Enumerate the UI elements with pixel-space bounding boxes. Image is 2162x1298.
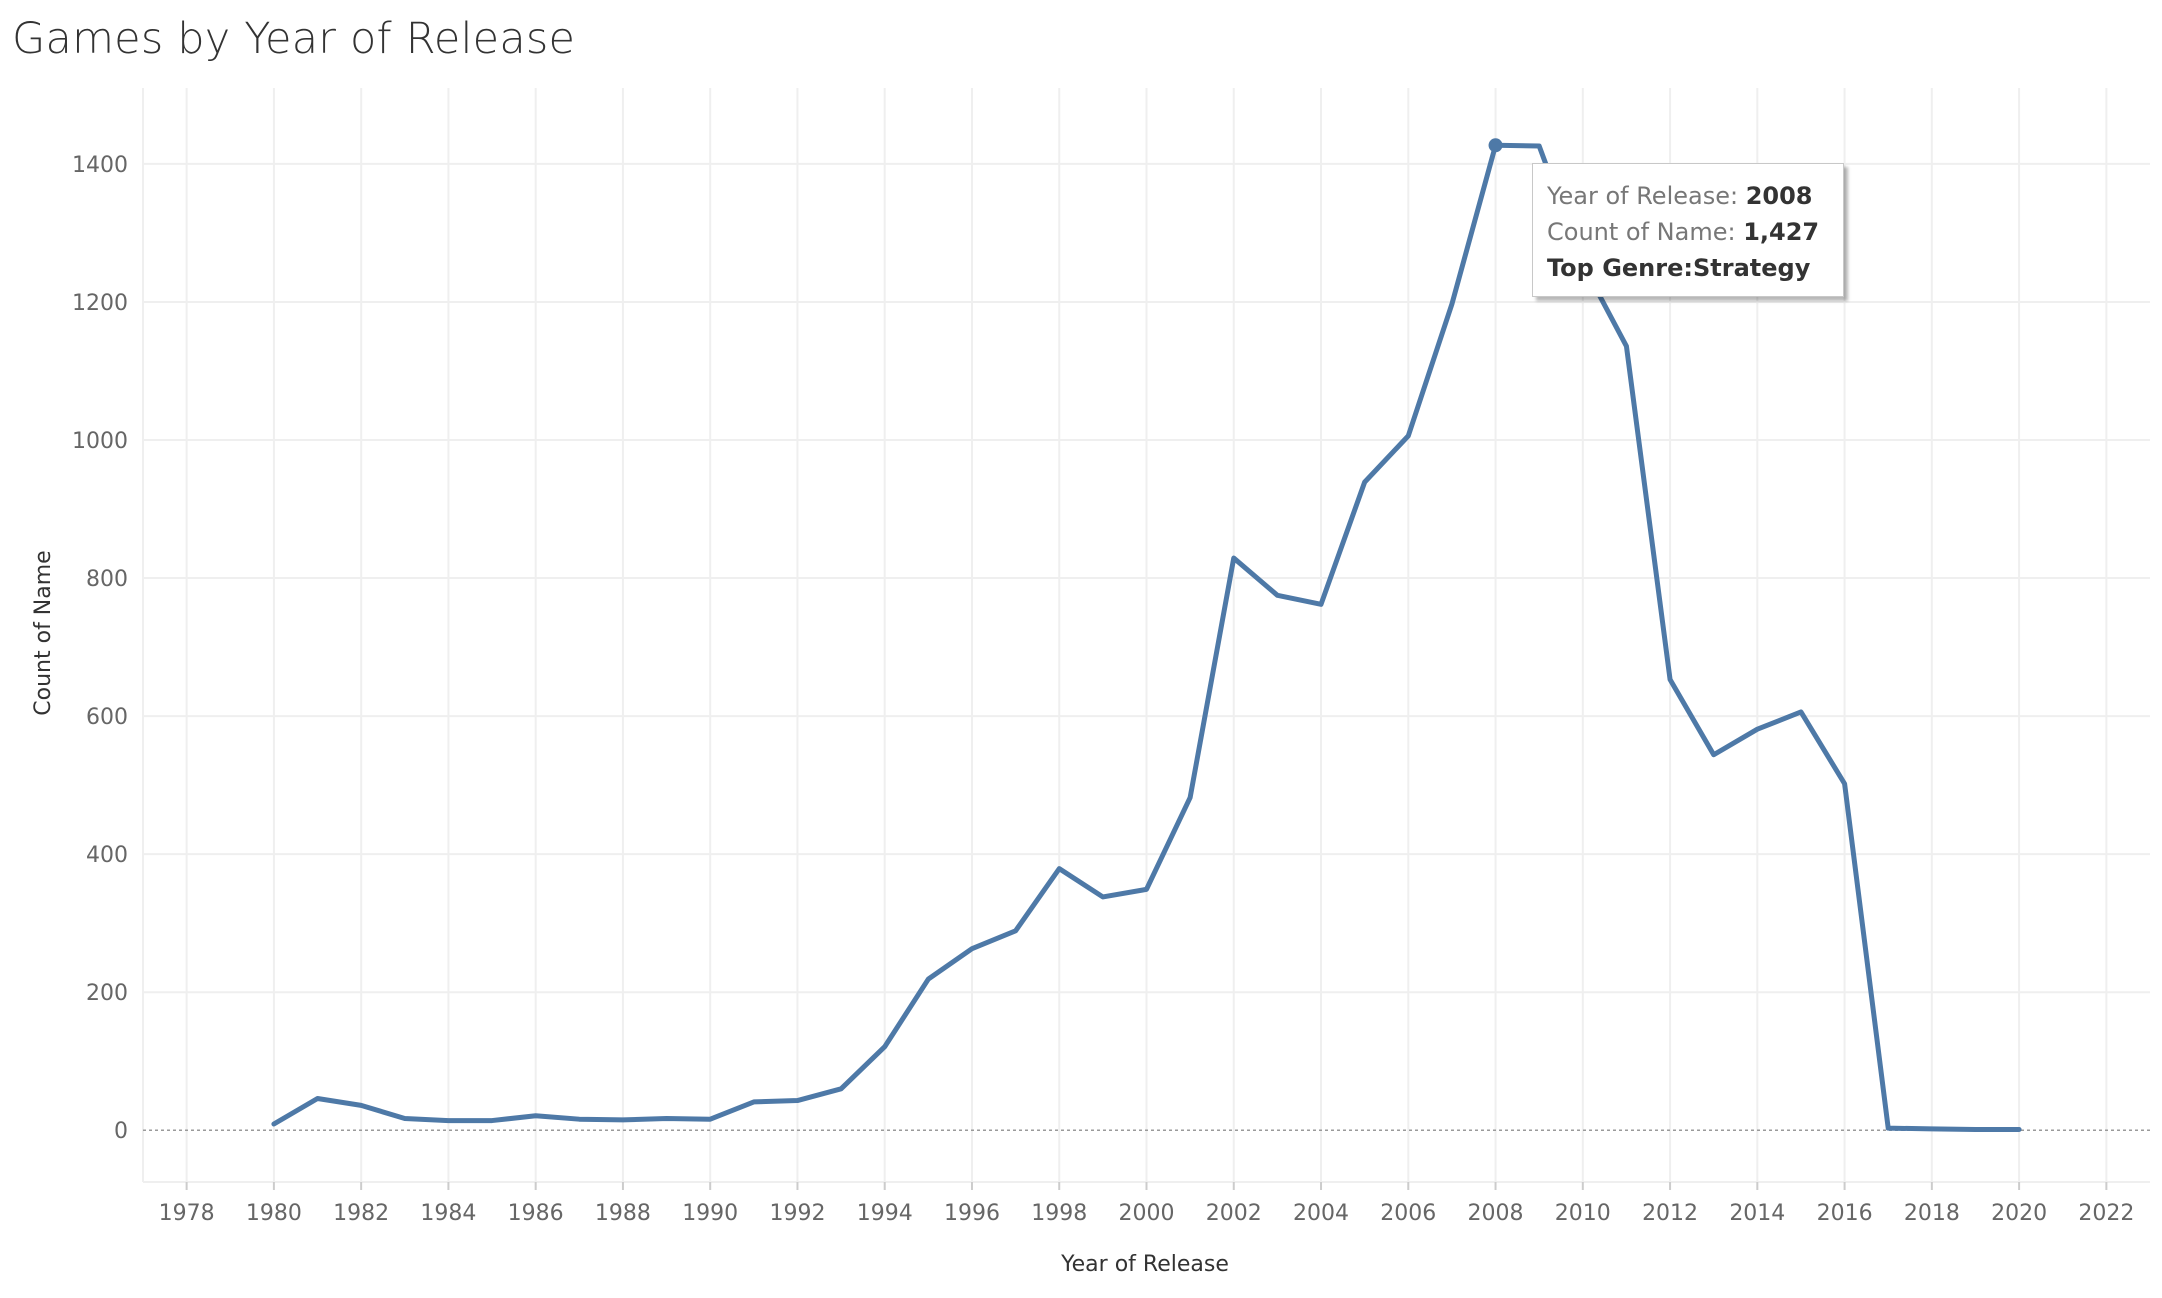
x-tick-label: 1998	[1031, 1201, 1087, 1226]
x-tick-label: 2008	[1468, 1201, 1524, 1226]
x-tick-label: 1990	[682, 1201, 738, 1226]
x-axis-ticks: 1978 1980 1982 1984 1986 1988 1990 1992 1994 1996…	[159, 1182, 2134, 1226]
y-tick-label: 1000	[72, 429, 128, 454]
x-tick-label: 2016	[1817, 1201, 1873, 1226]
x-tick-label: 2022	[2078, 1201, 2134, 1226]
y-tick-label: 1400	[72, 153, 128, 178]
y-axis-title: Count of Name	[31, 550, 56, 715]
x-tick-label: 2000	[1119, 1201, 1175, 1226]
x-tick-label: 1994	[857, 1201, 913, 1226]
y-axis-ticks: 0 200 400 600 800 1000 1200 1400	[72, 153, 128, 1144]
x-tick-label: 2006	[1380, 1201, 1436, 1226]
tooltip-year-label: Year of Release:	[1547, 182, 1739, 210]
x-tick-label: 2004	[1293, 1201, 1349, 1226]
x-tick-label: 1986	[508, 1201, 564, 1226]
x-tick-label: 2012	[1642, 1201, 1698, 1226]
x-tick-label: 1992	[769, 1201, 825, 1226]
tooltip-count-row: Count of Name: 1,427	[1547, 214, 1843, 250]
chart-title: Games by Year of Release	[12, 14, 576, 64]
x-tick-label: 2020	[1991, 1201, 2047, 1226]
y-tick-label: 800	[86, 567, 128, 592]
tooltip-count-value: 1,427	[1743, 218, 1820, 246]
tooltip-count-label: Count of Name:	[1547, 218, 1736, 246]
tooltip-year-value: 2008	[1745, 182, 1813, 210]
x-tick-label: 1984	[420, 1201, 476, 1226]
series-group	[271, 138, 2022, 1133]
x-axis-title: Year of Release	[1060, 1252, 1229, 1277]
tooltip-year-row: Year of Release: 2008	[1547, 178, 1843, 214]
x-tick-label: 1982	[333, 1201, 389, 1226]
tooltip-genre: Top Genre:Strategy	[1547, 254, 1811, 282]
x-tick-label: 1996	[944, 1201, 1000, 1226]
y-tick-label: 400	[86, 843, 128, 868]
grid-lines	[142, 88, 2150, 1183]
y-tick-label: 200	[86, 981, 128, 1006]
x-tick-label: 2002	[1206, 1201, 1262, 1226]
x-tick-label: 1980	[246, 1201, 302, 1226]
y-tick-label: 0	[114, 1119, 128, 1144]
x-tick-label: 2014	[1729, 1201, 1785, 1226]
y-tick-label: 600	[86, 705, 128, 730]
y-tick-label: 1200	[72, 291, 128, 316]
x-tick-label: 1988	[595, 1201, 651, 1226]
x-tick-label: 2018	[1904, 1201, 1960, 1226]
x-tick-label: 2010	[1555, 1201, 1611, 1226]
highlight-point	[1488, 138, 1503, 153]
x-tick-label: 1978	[159, 1201, 215, 1226]
data-point-tooltip: Year of Release: 2008 Count of Name: 1,4…	[1532, 163, 1844, 297]
series-line	[271, 142, 2022, 1133]
